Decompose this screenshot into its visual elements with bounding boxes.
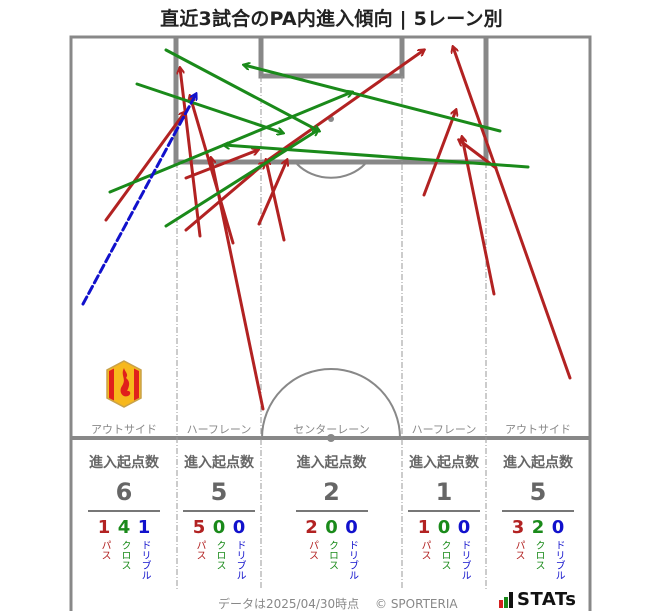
cross-label: クロス <box>119 540 130 570</box>
stat-header: 進入起点数 <box>409 455 479 471</box>
penalty-area <box>173 37 489 165</box>
cross-arrow <box>135 82 283 133</box>
dribble-count: 0 <box>457 517 471 538</box>
pass-label: パス <box>306 540 318 560</box>
stat-header: 進入起点数 <box>503 455 573 471</box>
center-spot <box>327 434 335 442</box>
pass-arrow <box>266 160 286 242</box>
pass-count: 3 <box>511 517 525 538</box>
cross-count: 2 <box>531 517 545 538</box>
stats-logo-text: STATs <box>517 589 577 610</box>
lane-stats-halfspace-right: 進入起点数 1 1 パス 0 クロス 0 ドリブル <box>402 452 486 580</box>
lane-label-center: センターレーン <box>293 423 370 436</box>
dribble-count: 1 <box>137 517 151 538</box>
data-date-note: データは2025/04/30時点 <box>218 597 360 611</box>
pass-arrow <box>211 158 265 411</box>
lane-stats-outside-right: 進入起点数 5 3 パス 2 クロス 0 ドリブル <box>486 452 590 580</box>
pass-label: パス <box>194 540 205 560</box>
lane-label-outside-left: アウトサイド <box>91 423 157 436</box>
cross-arrow <box>164 130 318 228</box>
stats-logo: STATs <box>499 589 576 610</box>
pass-arrow <box>266 50 424 162</box>
cross-arrow <box>224 145 530 169</box>
cross-label: クロス <box>439 540 450 570</box>
cross-arrow <box>108 92 352 194</box>
pass-count: 1 <box>417 517 431 538</box>
lane-stats-center: 進入起点数 2 2 パス 0 クロス 0 ドリブル <box>261 452 402 580</box>
cross-label: クロス <box>214 540 225 570</box>
cross-count: 0 <box>212 517 226 538</box>
dribble-label: ドリブル <box>139 540 150 580</box>
stat-total: 5 <box>210 478 228 506</box>
dribble-label: ドリブル <box>459 540 470 580</box>
pass-arrow <box>453 47 572 380</box>
cross-count: 0 <box>325 517 338 538</box>
pitch-border <box>69 35 592 611</box>
cross-arrow <box>244 65 502 133</box>
dribble-count: 0 <box>232 517 246 538</box>
stat-total: 1 <box>435 478 453 506</box>
cross-count: 0 <box>437 517 451 538</box>
lane-stats-outside-left: 進入起点数 6 1 パス 4 クロス 1 ドリブル <box>71 452 177 580</box>
center-circle <box>261 368 401 439</box>
lane-label-outside-right: アウトサイド <box>505 423 571 436</box>
chart-title: 直近3試合のPA内進入傾向 | 5レーン別 <box>160 8 503 30</box>
dribble-label: ドリブル <box>553 540 564 580</box>
club-badge-icon <box>106 360 142 408</box>
lane-label-halfspace-left: ハーフレーン <box>186 423 252 436</box>
dribble-count: 0 <box>345 517 358 538</box>
cross-count: 4 <box>117 517 131 538</box>
dribble-arrow <box>81 94 196 306</box>
pass-arrow <box>184 163 265 232</box>
stat-total: 5 <box>529 478 547 506</box>
copyright: © SPORTERIA <box>375 597 458 611</box>
stats-bars-icon <box>499 591 513 608</box>
pass-arrow <box>422 110 456 197</box>
stat-header: 進入起点数 <box>184 455 254 471</box>
dribble-label: ドリブル <box>234 540 245 580</box>
pass-count: 1 <box>97 517 111 538</box>
stat-header: 進入起点数 <box>89 455 159 471</box>
goal-area <box>258 37 405 79</box>
lane-stats-halfspace-left: 進入起点数 5 5 パス 0 クロス 0 ドリブル <box>177 452 261 580</box>
stat-total: 6 <box>115 478 133 506</box>
stat-total: 2 <box>323 478 340 506</box>
pass-arrow <box>184 150 258 180</box>
pass-label: パス <box>99 540 110 560</box>
pass-arrow <box>257 160 287 226</box>
pass-arrow <box>104 112 185 222</box>
cross-label: クロス <box>326 540 338 570</box>
penalty-arc <box>296 163 366 179</box>
footer-note: データは2025/04/30時点 © SPORTERIA <box>218 595 458 612</box>
entry-arrows <box>81 47 572 411</box>
cross-label: クロス <box>533 540 544 570</box>
pass-label: パス <box>513 540 524 560</box>
pass-count: 5 <box>192 517 206 538</box>
pass-label: パス <box>419 540 430 560</box>
dribble-count: 0 <box>551 517 565 538</box>
dribble-label: ドリブル <box>346 540 358 580</box>
stat-header: 進入起点数 <box>296 455 367 471</box>
lane-label-halfspace-right: ハーフレーン <box>411 423 477 436</box>
pass-count: 2 <box>305 517 318 538</box>
